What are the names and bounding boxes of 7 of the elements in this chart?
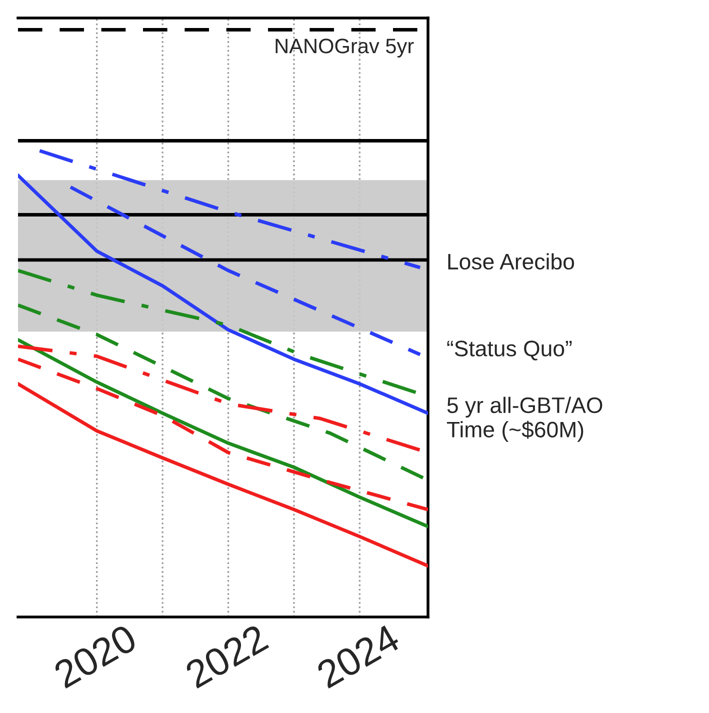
- x-tick-label: 2024: [315, 623, 402, 689]
- x-tick-label: 2020: [52, 624, 138, 689]
- x-tick-label: 2022: [184, 624, 270, 689]
- text: Lose Arecibo: [448, 253, 574, 270]
- text: 5 yr all-GBT/AO Time (~$60M): [446, 396, 602, 442]
- series-label: NANOGrav 5yr: [276, 38, 414, 58]
- text: “Status Quo”: [447, 340, 572, 360]
